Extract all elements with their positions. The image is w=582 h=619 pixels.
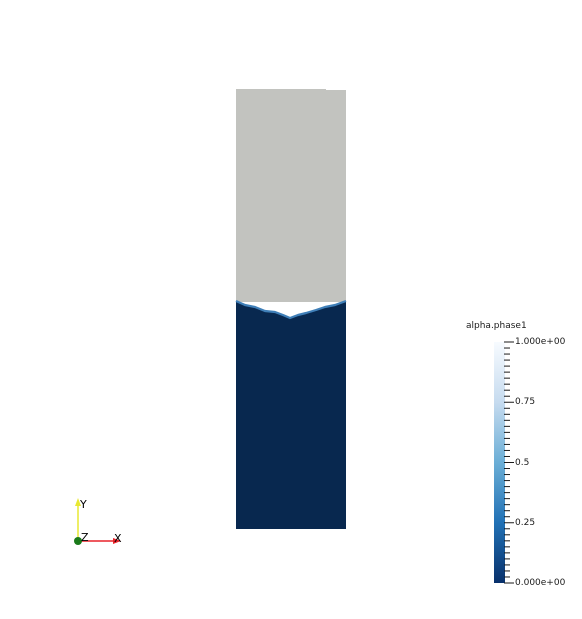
scalar-bar-title: alpha.phase1 xyxy=(466,321,527,331)
z-axis-label: Z xyxy=(81,531,89,544)
phase-interface xyxy=(235,299,347,320)
scalar-bar-tick-label: 1.000e+00 xyxy=(515,337,566,347)
y-axis-arrow xyxy=(75,498,81,506)
gas-phase-region xyxy=(236,89,346,302)
scalar-bar-minor-ticks xyxy=(504,341,514,584)
z-axis-dot xyxy=(74,537,82,545)
x-axis-arrow xyxy=(113,538,121,544)
y-axis-label: Y xyxy=(79,498,87,511)
liquid-phase-region xyxy=(236,301,346,529)
scalar-bar-gradient xyxy=(494,342,505,583)
scalar-bar-tick-label: 0.5 xyxy=(515,457,530,468)
scalar-bar-tick-label: 0.000e+00 xyxy=(515,578,566,588)
x-axis-label: X xyxy=(114,532,122,545)
scalar-bar-tick-label: 0.25 xyxy=(515,517,536,528)
scalar-bar-tick-label: 0.75 xyxy=(515,397,536,408)
